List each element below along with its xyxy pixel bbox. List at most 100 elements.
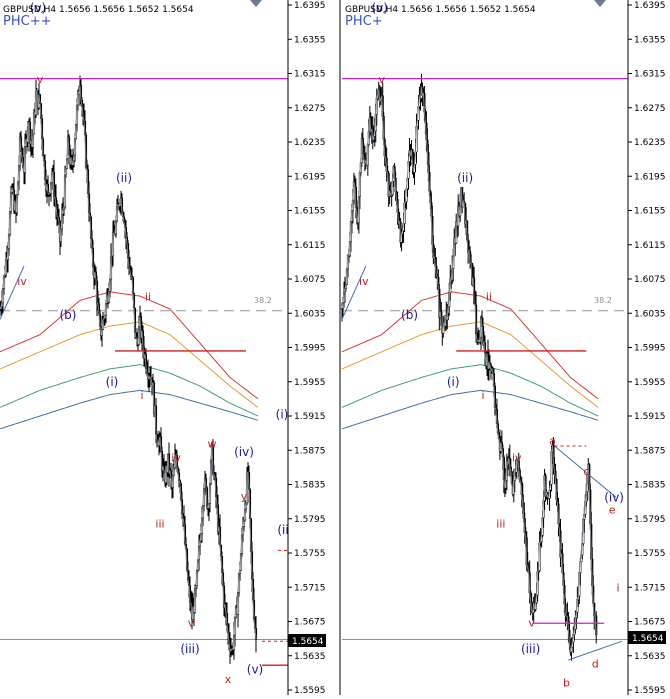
ma-red-line [341,291,599,400]
current-price-label: 1.5654 [632,634,664,644]
wave-label: (i) [276,408,289,422]
y-tick-label: 1.5635 [294,652,326,662]
wave-label: (b) [60,308,77,322]
wave-label: i [140,389,143,402]
ma-green-line [341,364,599,417]
chart-panel-right: (v)v(ii)iv(b)ii(i)iaivc(iv)eiiiiv(iii)db… [339,0,666,696]
y-tick-label: 1.6195 [294,172,326,182]
fib-label: 38.2 [594,296,612,305]
close-price-line [0,85,257,653]
wave-label: ii [486,290,492,303]
current-price-box: 1.5654 [288,634,326,647]
y-tick-label: 1.6035 [634,309,666,319]
wave-label: y [241,490,248,503]
wave-label: v [188,617,195,630]
wave-label: (iii) [521,642,540,656]
y-tick-label: 1.6115 [634,241,666,251]
y-tick-label: 1.5995 [294,344,326,354]
wave-label: (i) [106,375,119,389]
y-tick-label: 1.6075 [634,275,666,285]
y-tick-label: 1.5795 [634,515,666,525]
wave-label: (v) [30,1,46,15]
wave-label: (b) [401,308,418,322]
wave-label: w [208,438,217,451]
y-tick-label: 1.6235 [294,138,326,148]
ma-green-line [0,364,259,417]
wave-label: c [583,465,589,478]
wave-label: iii [496,517,505,530]
y-tick-label: 1.5915 [634,412,666,422]
y-tick-label: 1.5675 [294,618,326,628]
wave-label: (i) [447,375,460,389]
symbol-header: GBPUSD,H4 1.5656 1.5656 1.5652 1.5654 [345,5,536,15]
y-tick-label: 1.5755 [634,549,666,559]
wave-label: e [609,504,616,517]
y-tick-label: 1.6395 [294,1,326,11]
wave-label: a [549,434,556,447]
scroll-marker-icon[interactable] [594,0,606,7]
wave-label: b [563,677,570,690]
ma-blue-line [341,389,599,430]
y-tick-label: 1.6075 [294,275,326,285]
ma-orange-line [0,321,259,408]
trend-line [554,445,617,498]
wave-label: iv [17,275,27,288]
y-tick-label: 1.5835 [634,481,666,491]
wave-label: (iv) [234,445,254,459]
wave-label: (iv) [604,491,624,505]
y-tick-label: 1.6235 [634,138,666,148]
wave-label: iv [359,275,369,288]
chart-panel-left: (v) v (ii) iv (b) ii (i) i (i) w (iv) iv y iii (ii v (ii… [0,0,326,696]
y-tick-label: 1.6315 [294,70,326,80]
fib-label: 38.2 [254,296,272,305]
y-tick-label: 1.5595 [294,686,326,695]
y-tick-label: 1.5755 [294,549,326,559]
y-tick-label: 1.5995 [634,344,666,354]
trend-line [341,265,367,320]
y-tick-label: 1.5715 [294,583,326,593]
wave-label: v [378,73,385,86]
y-tick-label: 1.5795 [294,515,326,525]
y-tick-label: 1.6195 [634,172,666,182]
price-plot-area: (v) v (ii) iv (b) ii (i) i (i) w (iv) iv y iii (ii v (ii… [0,1,289,686]
price-axis: 1.6395 1.6355 1.6315 1.6275 1.6235 1.6195 1.61… [628,1,666,696]
y-tick-label: 1.5835 [294,481,326,491]
indicator-name: PHC+ [345,14,383,29]
wave-label: (ii [277,523,288,537]
y-tick-label: 1.5915 [294,412,326,422]
y-tick-label: 1.6395 [634,1,666,11]
wave-label: d [592,658,599,671]
y-tick-label: 1.5955 [634,378,666,388]
y-tick-label: 1.5875 [634,446,666,456]
ma-orange-line [341,321,599,408]
y-tick-label: 1.5675 [634,618,666,628]
y-tick-label: 1.6115 [294,241,326,251]
wave-label: v [528,617,535,630]
scroll-marker-icon[interactable] [250,0,262,7]
y-tick-label: 1.6355 [634,35,666,45]
wave-label: iii [155,517,164,530]
y-tick-label: 1.6155 [294,207,326,217]
ma-red-line [0,291,259,400]
wave-label: i [481,389,484,402]
y-tick-label: 1.5875 [294,446,326,456]
wave-label: i [617,582,620,595]
wave-label: iv [171,451,181,464]
price-axis: 1.6395 1.6355 1.6315 1.6275 1.6235 1.6195 1.61… [288,1,326,696]
current-price-label: 1.5654 [292,637,324,647]
wave-label: (v) [247,663,263,677]
wave-label: v [37,73,44,86]
y-tick-label: 1.6155 [634,207,666,217]
close-price-line [341,86,597,653]
wave-label: ii [145,290,151,303]
symbol-header: GBPUSD,H4 1.5656 1.5656 1.5652 1.5654 [3,5,194,15]
indicator-name: PHC++ [3,14,51,29]
current-price-box: 1.5654 [628,631,666,644]
y-tick-label: 1.6275 [294,104,326,114]
wave-label: (iii) [180,642,199,656]
y-tick-label: 1.6355 [294,35,326,45]
